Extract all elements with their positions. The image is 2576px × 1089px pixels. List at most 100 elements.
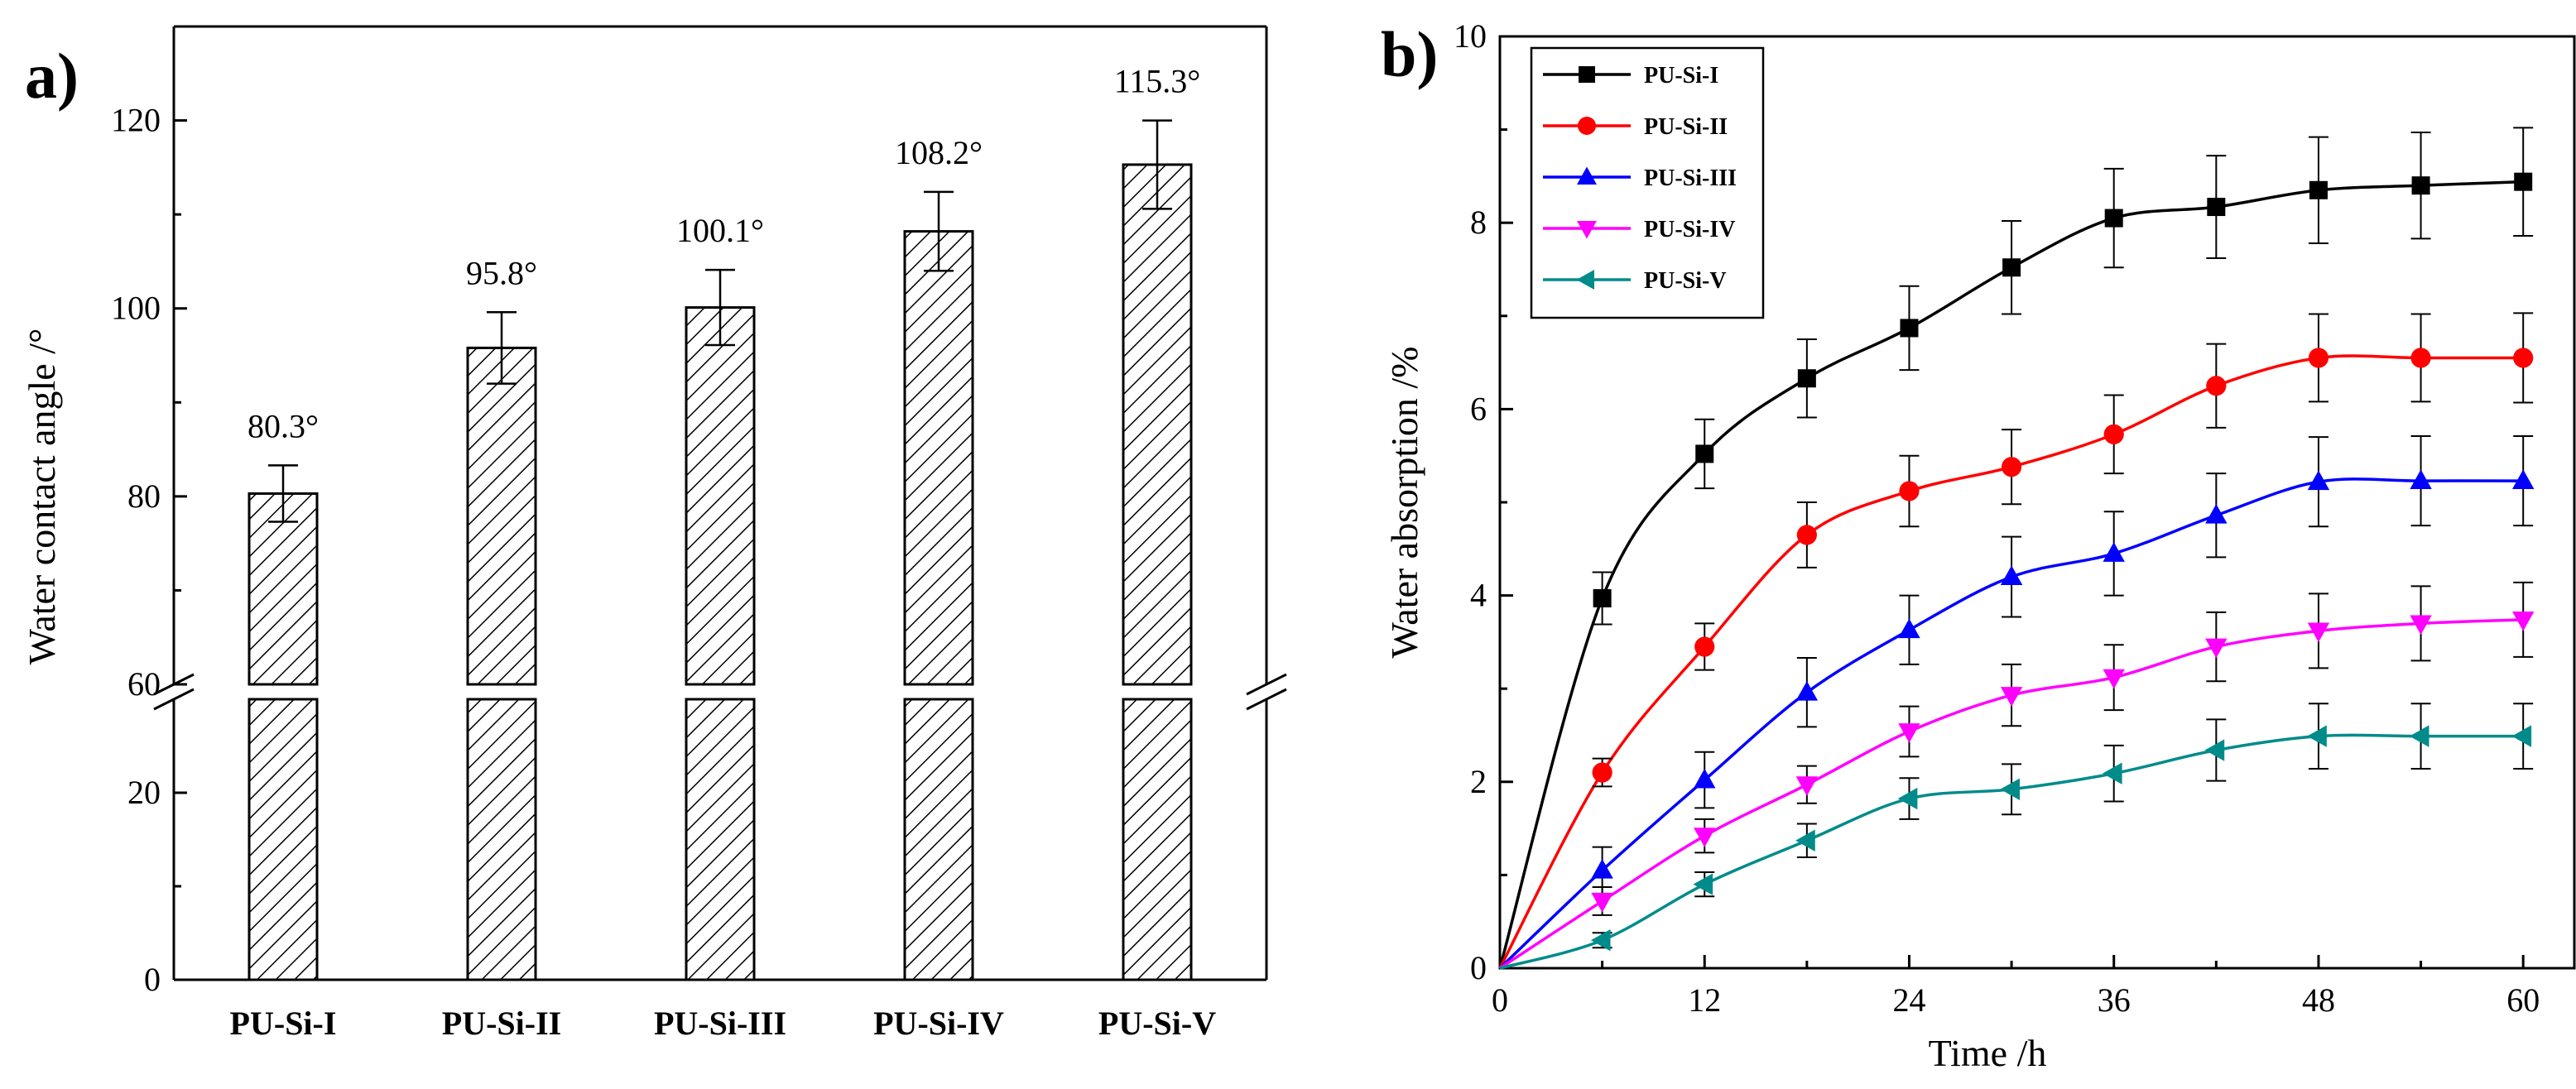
data-point-triangle-left — [2000, 778, 2020, 801]
data-point-triangle-left — [2511, 725, 2532, 747]
axis-break-mark — [153, 688, 195, 711]
bar-lower — [903, 698, 974, 981]
y-tick-label: 8 — [1470, 204, 1487, 241]
data-point-triangle-down — [2410, 615, 2432, 636]
y-tick-label: 80 — [127, 477, 161, 515]
y-tick-label: 20 — [127, 774, 161, 811]
series-line — [1498, 354, 2524, 969]
panel-a-bar-chart: a) 60 80 100 120 0 20 PU-Si-I 80.3° PU-Si-II 95.… — [21, 25, 1287, 1042]
legend-label: PU-Si-I — [1644, 63, 1718, 89]
bar-value-label: 115.3° — [1114, 63, 1201, 100]
data-point-triangle-up — [1591, 859, 1613, 879]
y-tick-label: 0 — [1470, 949, 1487, 986]
panel-a-labels: PU-Si-I 80.3° PU-Si-II 95.8° PU-Si-III 100.1°… — [230, 63, 1217, 1042]
bar-upper — [903, 230, 974, 686]
data-point-triangle-up — [1694, 768, 1716, 789]
data-point-square — [1579, 66, 1595, 83]
series-pu-si-iv — [1499, 581, 2535, 970]
data-point-triangle-up — [1898, 618, 1920, 639]
bar-upper — [466, 346, 537, 686]
data-point-triangle-down — [2205, 638, 2228, 659]
x-tick-label: 24 — [1892, 981, 1925, 1019]
data-point-triangle-down — [1898, 723, 1920, 743]
bar-lower — [1122, 698, 1193, 981]
panel-a-bars — [248, 119, 1193, 981]
data-point-triangle-up — [2307, 470, 2330, 491]
data-point-triangle-up — [2205, 504, 2228, 524]
bar-value-label: 108.2° — [895, 134, 983, 171]
data-point-square — [1695, 444, 1714, 463]
data-point-triangle-left — [2409, 725, 2429, 747]
data-point-triangle-left — [1897, 787, 1918, 810]
panel-a-label: a) — [25, 40, 79, 112]
x-tick-label: 0 — [1492, 981, 1508, 1019]
bar-value-label: 80.3° — [248, 407, 319, 444]
y-tick-label: 100 — [111, 290, 161, 327]
data-point-triangle-up — [2511, 469, 2535, 490]
data-point-triangle-left — [1576, 270, 1594, 290]
y-tick-label: 10 — [1454, 17, 1487, 55]
panel-b-y-axis-title: Water absorption /% — [1383, 347, 1425, 659]
bar-value-label: 100.1° — [676, 212, 764, 249]
data-point-triangle-left — [2307, 725, 2327, 747]
data-point-square — [2309, 180, 2328, 199]
data-point-triangle-left — [2204, 739, 2225, 761]
data-point-triangle-down — [2307, 622, 2330, 643]
panel-b-series — [1498, 127, 2535, 970]
data-point-square — [2002, 258, 2021, 277]
series-line — [1498, 477, 2524, 970]
data-point-circle — [1578, 117, 1596, 135]
data-point-circle — [2001, 457, 2022, 477]
x-tick-label: 60 — [2506, 981, 2540, 1019]
data-point-triangle-left — [1795, 829, 1815, 852]
data-point-triangle-up — [2103, 542, 2125, 562]
data-point-square — [1900, 319, 1919, 338]
bar-value-label: 95.8° — [466, 254, 537, 291]
axis-break-mark — [1246, 688, 1287, 711]
legend-label: PU-Si-IV — [1644, 217, 1735, 242]
data-point-square — [2104, 209, 2123, 228]
data-point-triangle-down — [2511, 611, 2535, 631]
data-point-triangle-down — [1694, 828, 1716, 847]
y-tick-label: 0 — [144, 961, 161, 998]
data-point-circle — [2103, 424, 2124, 444]
data-point-square — [2207, 198, 2226, 217]
data-point-triangle-down — [2103, 669, 2125, 689]
data-point-circle — [2308, 348, 2329, 368]
data-point-triangle-left — [1693, 873, 1713, 895]
data-point-circle — [2513, 348, 2534, 368]
series-pu-si-v — [1499, 703, 2534, 970]
data-point-circle — [2206, 376, 2227, 396]
data-point-triangle-left — [2102, 762, 2122, 784]
data-point-circle — [1694, 636, 1715, 657]
category-label: PU-Si-V — [1098, 1005, 1216, 1042]
panel-a-y-axis-title: Water contact angle /° — [21, 329, 63, 665]
axis-break-mark — [1246, 673, 1287, 696]
bar-lower — [685, 698, 756, 981]
bar-lower — [466, 698, 537, 981]
data-point-triangle-up — [1795, 680, 1819, 701]
x-tick-label: 48 — [2302, 981, 2335, 1019]
x-tick-label: 12 — [1688, 981, 1721, 1019]
y-tick-label: 2 — [1470, 763, 1487, 800]
data-point-triangle-up — [1577, 166, 1597, 185]
panel-a-axes: 60 80 100 120 0 20 — [111, 25, 1287, 998]
panel-b-label: b) — [1381, 18, 1438, 90]
series-line — [1498, 180, 2524, 969]
data-point-square — [2411, 176, 2430, 195]
bar-lower — [248, 698, 319, 981]
data-point-triangle-left — [1590, 929, 1611, 952]
bar-upper — [1122, 163, 1193, 686]
data-point-triangle-up — [2410, 469, 2432, 490]
legend-label: PU-Si-III — [1644, 166, 1737, 191]
category-label: PU-Si-III — [654, 1005, 786, 1042]
y-tick-label: 60 — [127, 665, 161, 703]
data-point-circle — [2410, 348, 2431, 368]
data-point-square — [1593, 588, 1612, 607]
y-tick-label: 120 — [111, 102, 161, 139]
legend-label: PU-Si-V — [1644, 268, 1727, 294]
panel-b-x-axis-title: Time /h — [1929, 1032, 2047, 1074]
